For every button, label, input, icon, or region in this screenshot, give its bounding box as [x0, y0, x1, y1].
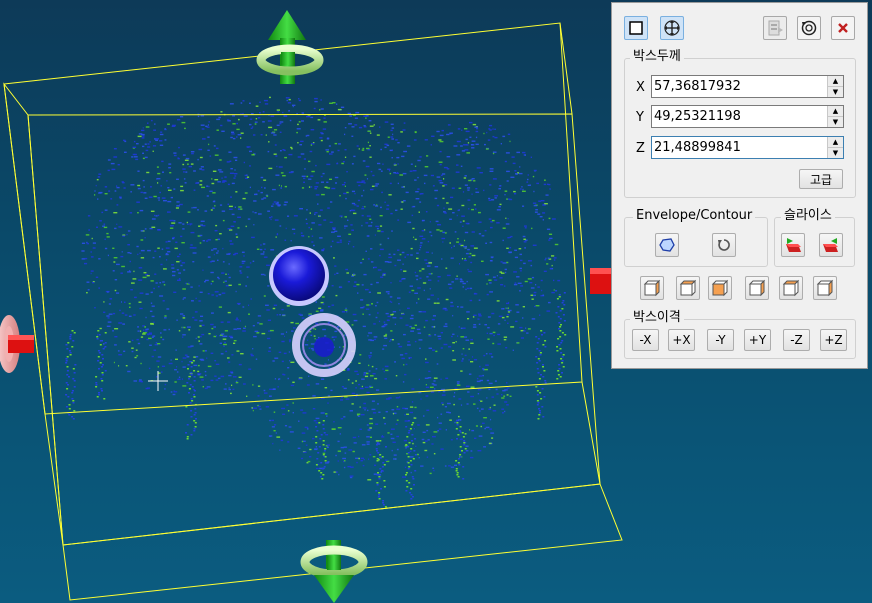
bottom-translate-handle[interactable] — [300, 540, 368, 603]
offset-minus-y-button[interactable]: -Y — [707, 329, 734, 351]
x-label: X — [636, 80, 645, 95]
z-spin-up[interactable]: ▲ — [828, 137, 843, 147]
x-spin-up[interactable]: ▲ — [828, 76, 843, 86]
envelope-contour-title: Envelope/Contour — [633, 208, 756, 223]
z-thickness-input[interactable] — [652, 137, 827, 158]
cube-face-icon — [679, 279, 697, 297]
box-clip-panel: 박스두께 X ▲▼ Y ▲▼ Z ▲▼ 고급 Envelope/Contour … — [611, 2, 868, 369]
cube-face-icon — [782, 279, 800, 297]
top-translate-handle[interactable] — [256, 10, 324, 84]
offset-plus-z-button[interactable]: +Z — [820, 329, 847, 351]
cube-face-icon — [711, 279, 729, 297]
slice-plane-icon — [786, 238, 801, 252]
crosshair-cursor — [148, 371, 168, 391]
box-mode-button[interactable] — [624, 16, 648, 40]
export-icon — [768, 20, 783, 36]
view-face-button-5[interactable] — [779, 276, 803, 300]
export-button[interactable] — [763, 16, 787, 40]
box-offset-title: 박스이격 — [630, 310, 684, 325]
rotation-ring-marker[interactable] — [292, 313, 356, 377]
cube-face-icon — [643, 279, 661, 297]
advanced-button[interactable]: 고급 — [799, 169, 843, 189]
point-cloud — [65, 96, 567, 510]
z-thickness-spinbox[interactable]: ▲▼ — [651, 136, 844, 159]
view-face-button-4[interactable] — [745, 276, 769, 300]
x-thickness-input[interactable] — [652, 76, 827, 97]
view-face-button-3[interactable] — [708, 276, 732, 300]
bounding-box-wireframe — [3, 22, 623, 601]
box-thickness-group — [624, 58, 856, 198]
move-mode-button[interactable] — [660, 16, 684, 40]
y-spin-up[interactable]: ▲ — [828, 106, 843, 116]
rotate-arrow-icon — [718, 239, 730, 251]
offset-plus-x-button[interactable]: +X — [668, 329, 695, 351]
slice-title: 슬라이스 — [781, 208, 835, 223]
slice-plane-icon — [823, 238, 838, 252]
envelope-contour-group — [624, 217, 768, 267]
view-face-button-1[interactable] — [640, 276, 664, 300]
cube-face-icon — [816, 279, 834, 297]
view-face-button-6[interactable] — [813, 276, 837, 300]
pivot-sphere[interactable] — [269, 246, 329, 306]
right-translate-handle[interactable] — [590, 268, 612, 294]
cube-face-icon — [748, 279, 766, 297]
slice-right-button[interactable] — [819, 233, 843, 257]
offset-minus-z-button[interactable]: -Z — [783, 329, 810, 351]
contour-reset-button[interactable] — [712, 233, 736, 257]
envelope-button[interactable] — [655, 233, 679, 257]
reset-button[interactable] — [797, 16, 821, 40]
y-label: Y — [636, 110, 644, 125]
move-arrows-icon — [664, 20, 680, 36]
reset-rotate-icon — [801, 20, 817, 36]
x-thickness-spinbox[interactable]: ▲▼ — [651, 75, 844, 98]
offset-plus-y-button[interactable]: +Y — [744, 329, 771, 351]
z-spin-down[interactable]: ▼ — [828, 147, 843, 158]
z-label: Z — [636, 141, 645, 156]
close-button[interactable] — [831, 16, 855, 40]
y-spin-down[interactable]: ▼ — [828, 116, 843, 127]
square-outline-icon — [629, 21, 643, 35]
left-translate-handle[interactable] — [0, 315, 34, 373]
close-icon — [838, 23, 848, 33]
y-thickness-spinbox[interactable]: ▲▼ — [651, 105, 844, 128]
box-offset-group — [624, 319, 856, 359]
view-face-button-2[interactable] — [676, 276, 700, 300]
box-thickness-title: 박스두께 — [630, 49, 684, 64]
x-spin-down[interactable]: ▼ — [828, 86, 843, 97]
offset-minus-x-button[interactable]: -X — [632, 329, 659, 351]
envelope-polygon-icon — [659, 238, 675, 252]
y-thickness-input[interactable] — [652, 106, 827, 127]
slice-left-button[interactable] — [781, 233, 805, 257]
